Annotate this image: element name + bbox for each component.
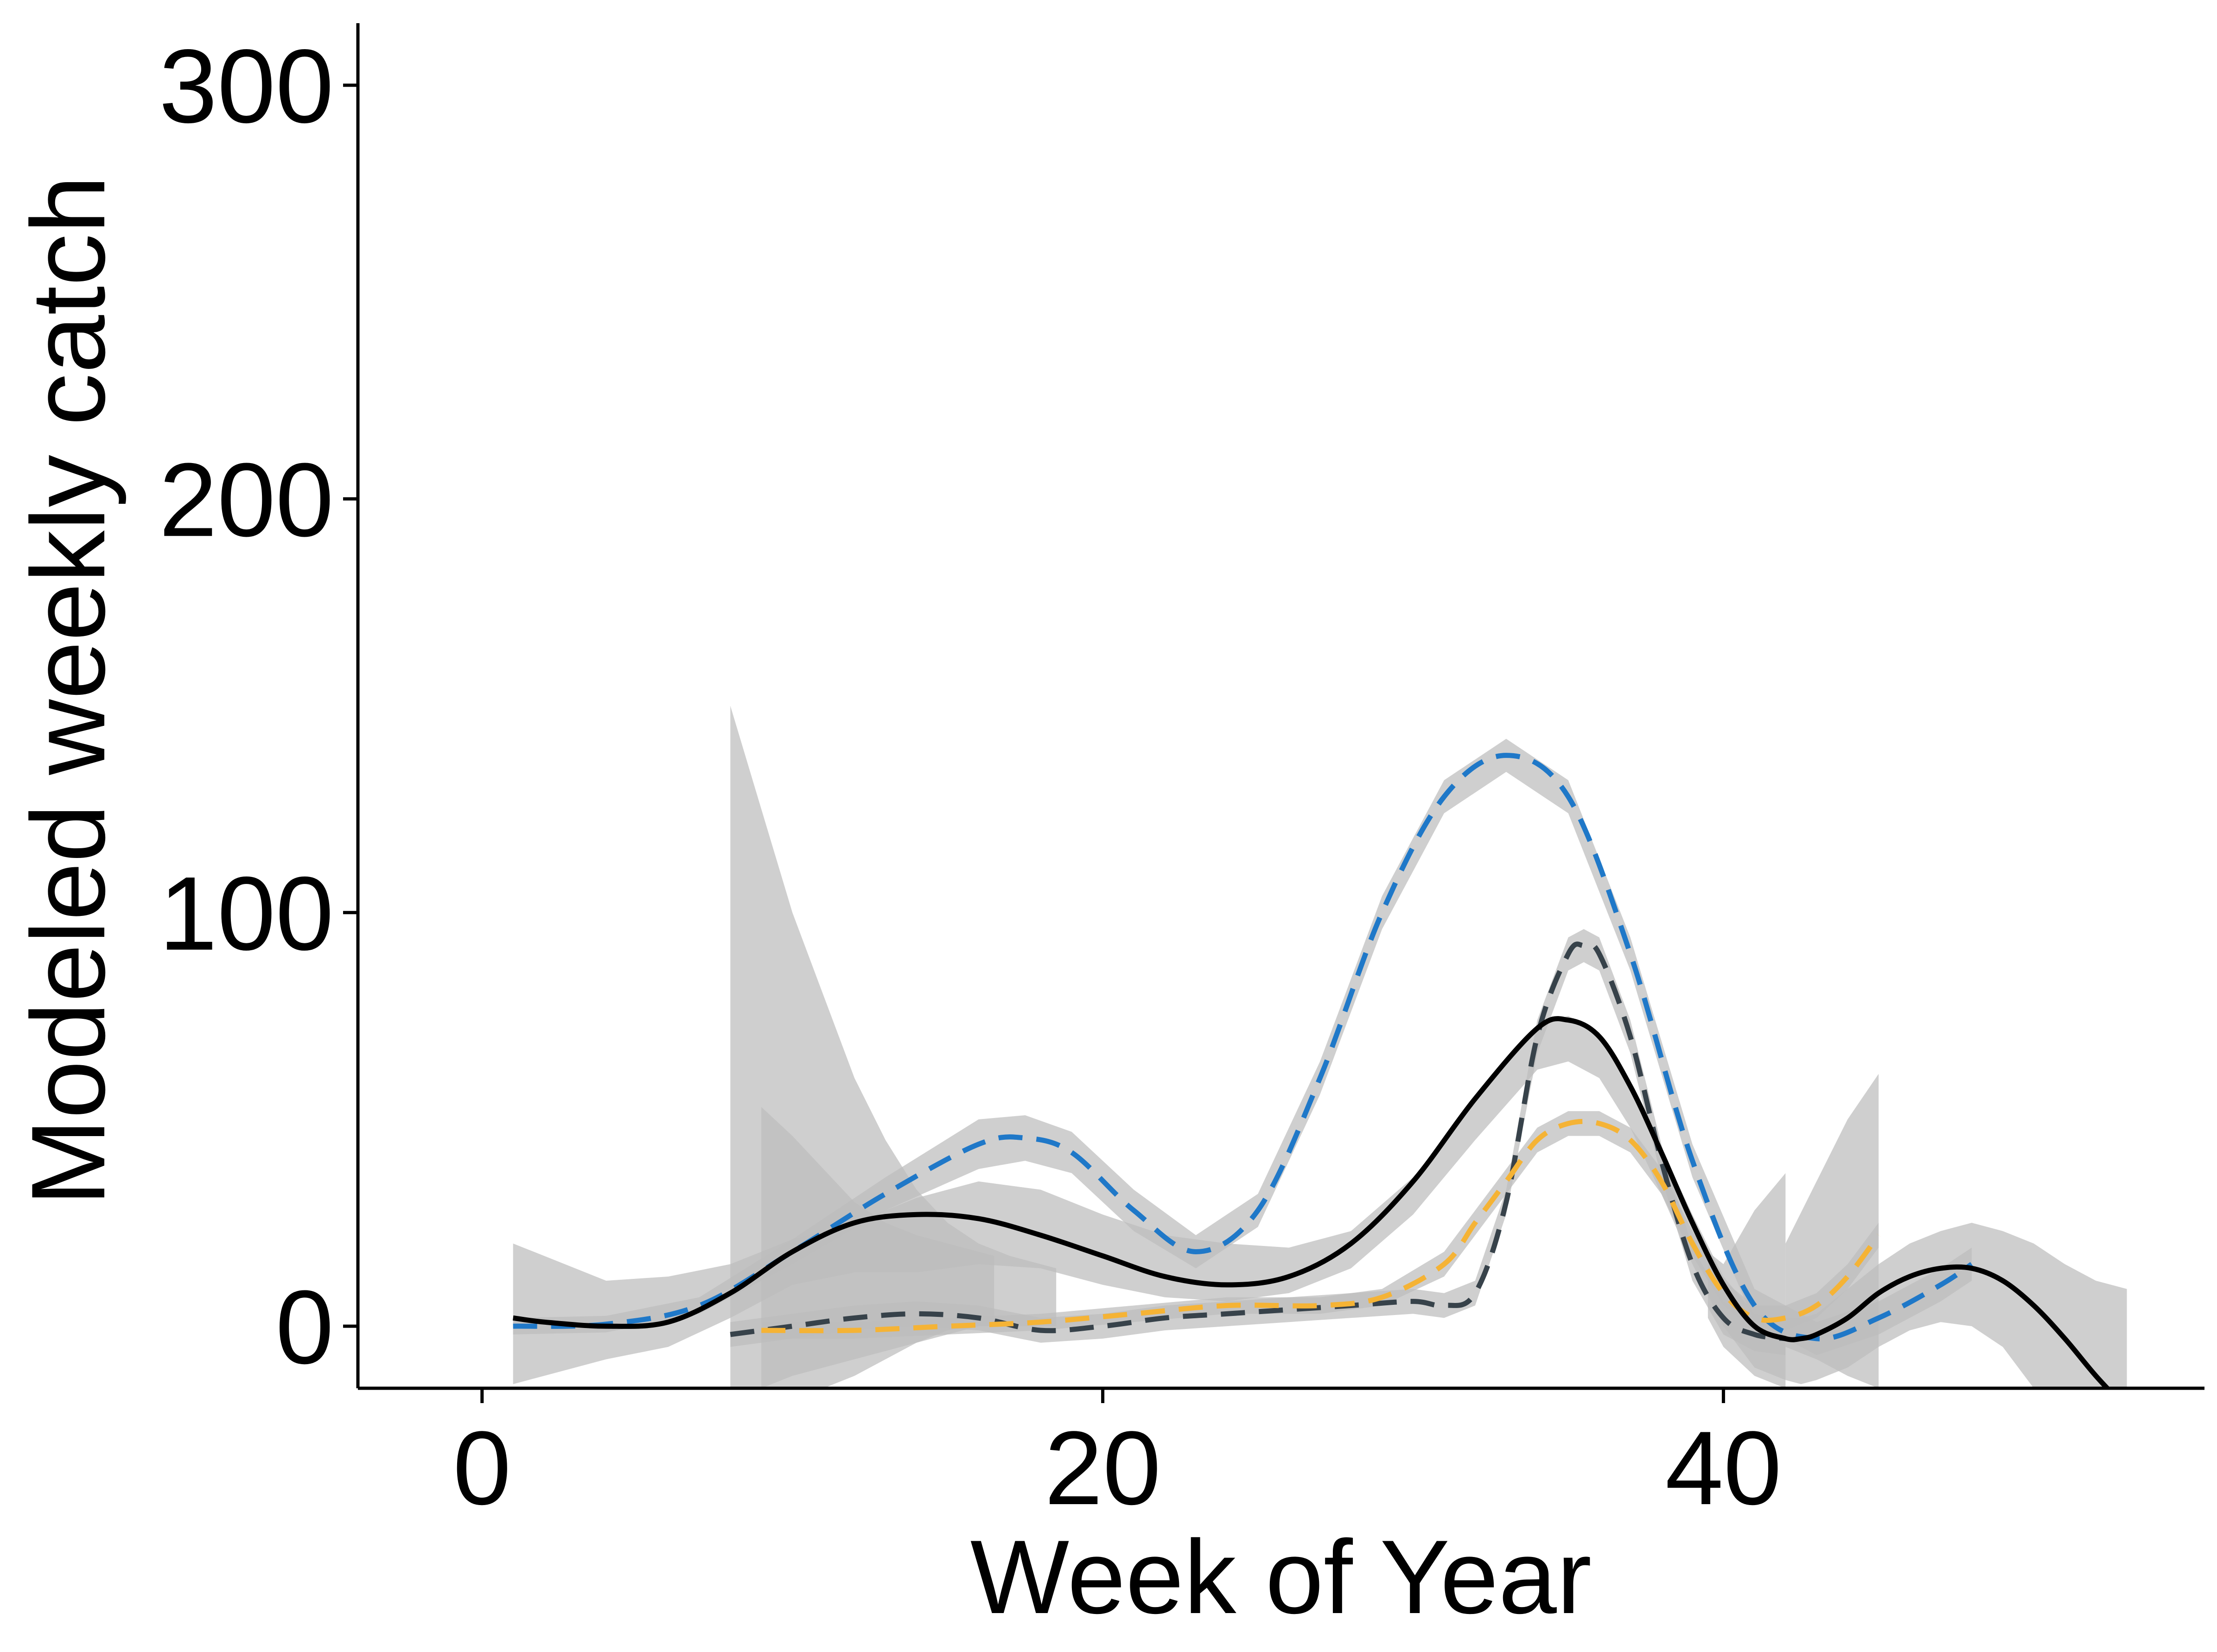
series-1-confidence-ribbon bbox=[730, 929, 1786, 1355]
y-tick-label-3: 300 bbox=[159, 27, 334, 145]
y-axis-title: Modeled weekly catch bbox=[9, 175, 127, 1206]
y-tick-label-0: 0 bbox=[275, 1268, 334, 1385]
series-3-confidence-ribbon bbox=[513, 1016, 2127, 1388]
x-tick-label-2: 40 bbox=[1665, 1409, 1782, 1526]
x-tick-label-1: 20 bbox=[1045, 1409, 1161, 1526]
axes bbox=[356, 23, 2204, 1390]
x-tick-label-0: 0 bbox=[453, 1409, 511, 1526]
y-axis-ticks: 0 100 200 300 bbox=[159, 27, 358, 1385]
series-lines bbox=[512, 753, 2111, 1388]
series-0-line bbox=[513, 753, 1973, 1341]
x-axis-title: Week of Year bbox=[970, 1518, 1592, 1635]
series-3-line bbox=[512, 1016, 2111, 1388]
y-tick-label-1: 100 bbox=[159, 855, 334, 972]
x-axis-ticks: 0 20 40 bbox=[453, 1388, 1782, 1526]
series-2-line bbox=[761, 1118, 1881, 1334]
confidence-ribbons bbox=[513, 705, 2127, 1388]
y-tick-label-2: 200 bbox=[159, 441, 334, 558]
